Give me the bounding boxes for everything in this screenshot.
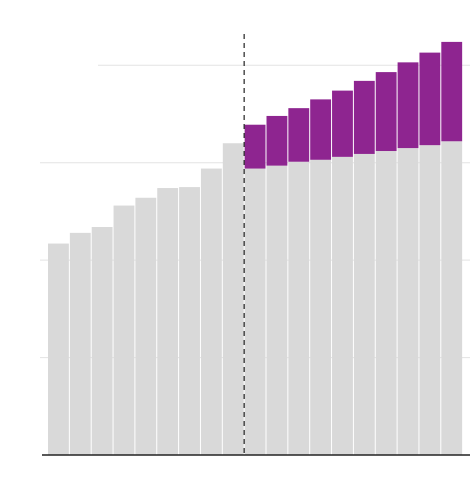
bar-segment [266,115,288,166]
bar-segment [419,145,441,455]
bar-segment [375,151,397,455]
bar-segment [48,243,69,455]
bar-segment [244,168,266,455]
bar-segment [200,168,222,455]
bar-segment [244,124,266,169]
bar-segment [353,80,375,154]
bar-segment [179,187,200,455]
bar-segment [332,156,353,455]
bar-segment [375,72,397,152]
bar-segment [310,99,332,160]
bar-segment [288,108,310,162]
bar-segment [266,165,288,455]
bar-segment [397,148,419,455]
bar-segment [419,52,441,146]
bar-segment [441,141,463,455]
bar-segment [135,197,157,455]
bar-segment [157,188,179,455]
bar-segment [353,153,375,455]
bar-segment [397,62,419,149]
bar-segment [69,232,91,455]
bar-segment [441,41,463,142]
bar-segment [288,161,310,455]
bar-segment [332,90,353,157]
bar-segment [113,205,135,455]
bar-segment [91,227,113,455]
bar-segment [310,159,332,455]
bar-segment [222,143,244,455]
